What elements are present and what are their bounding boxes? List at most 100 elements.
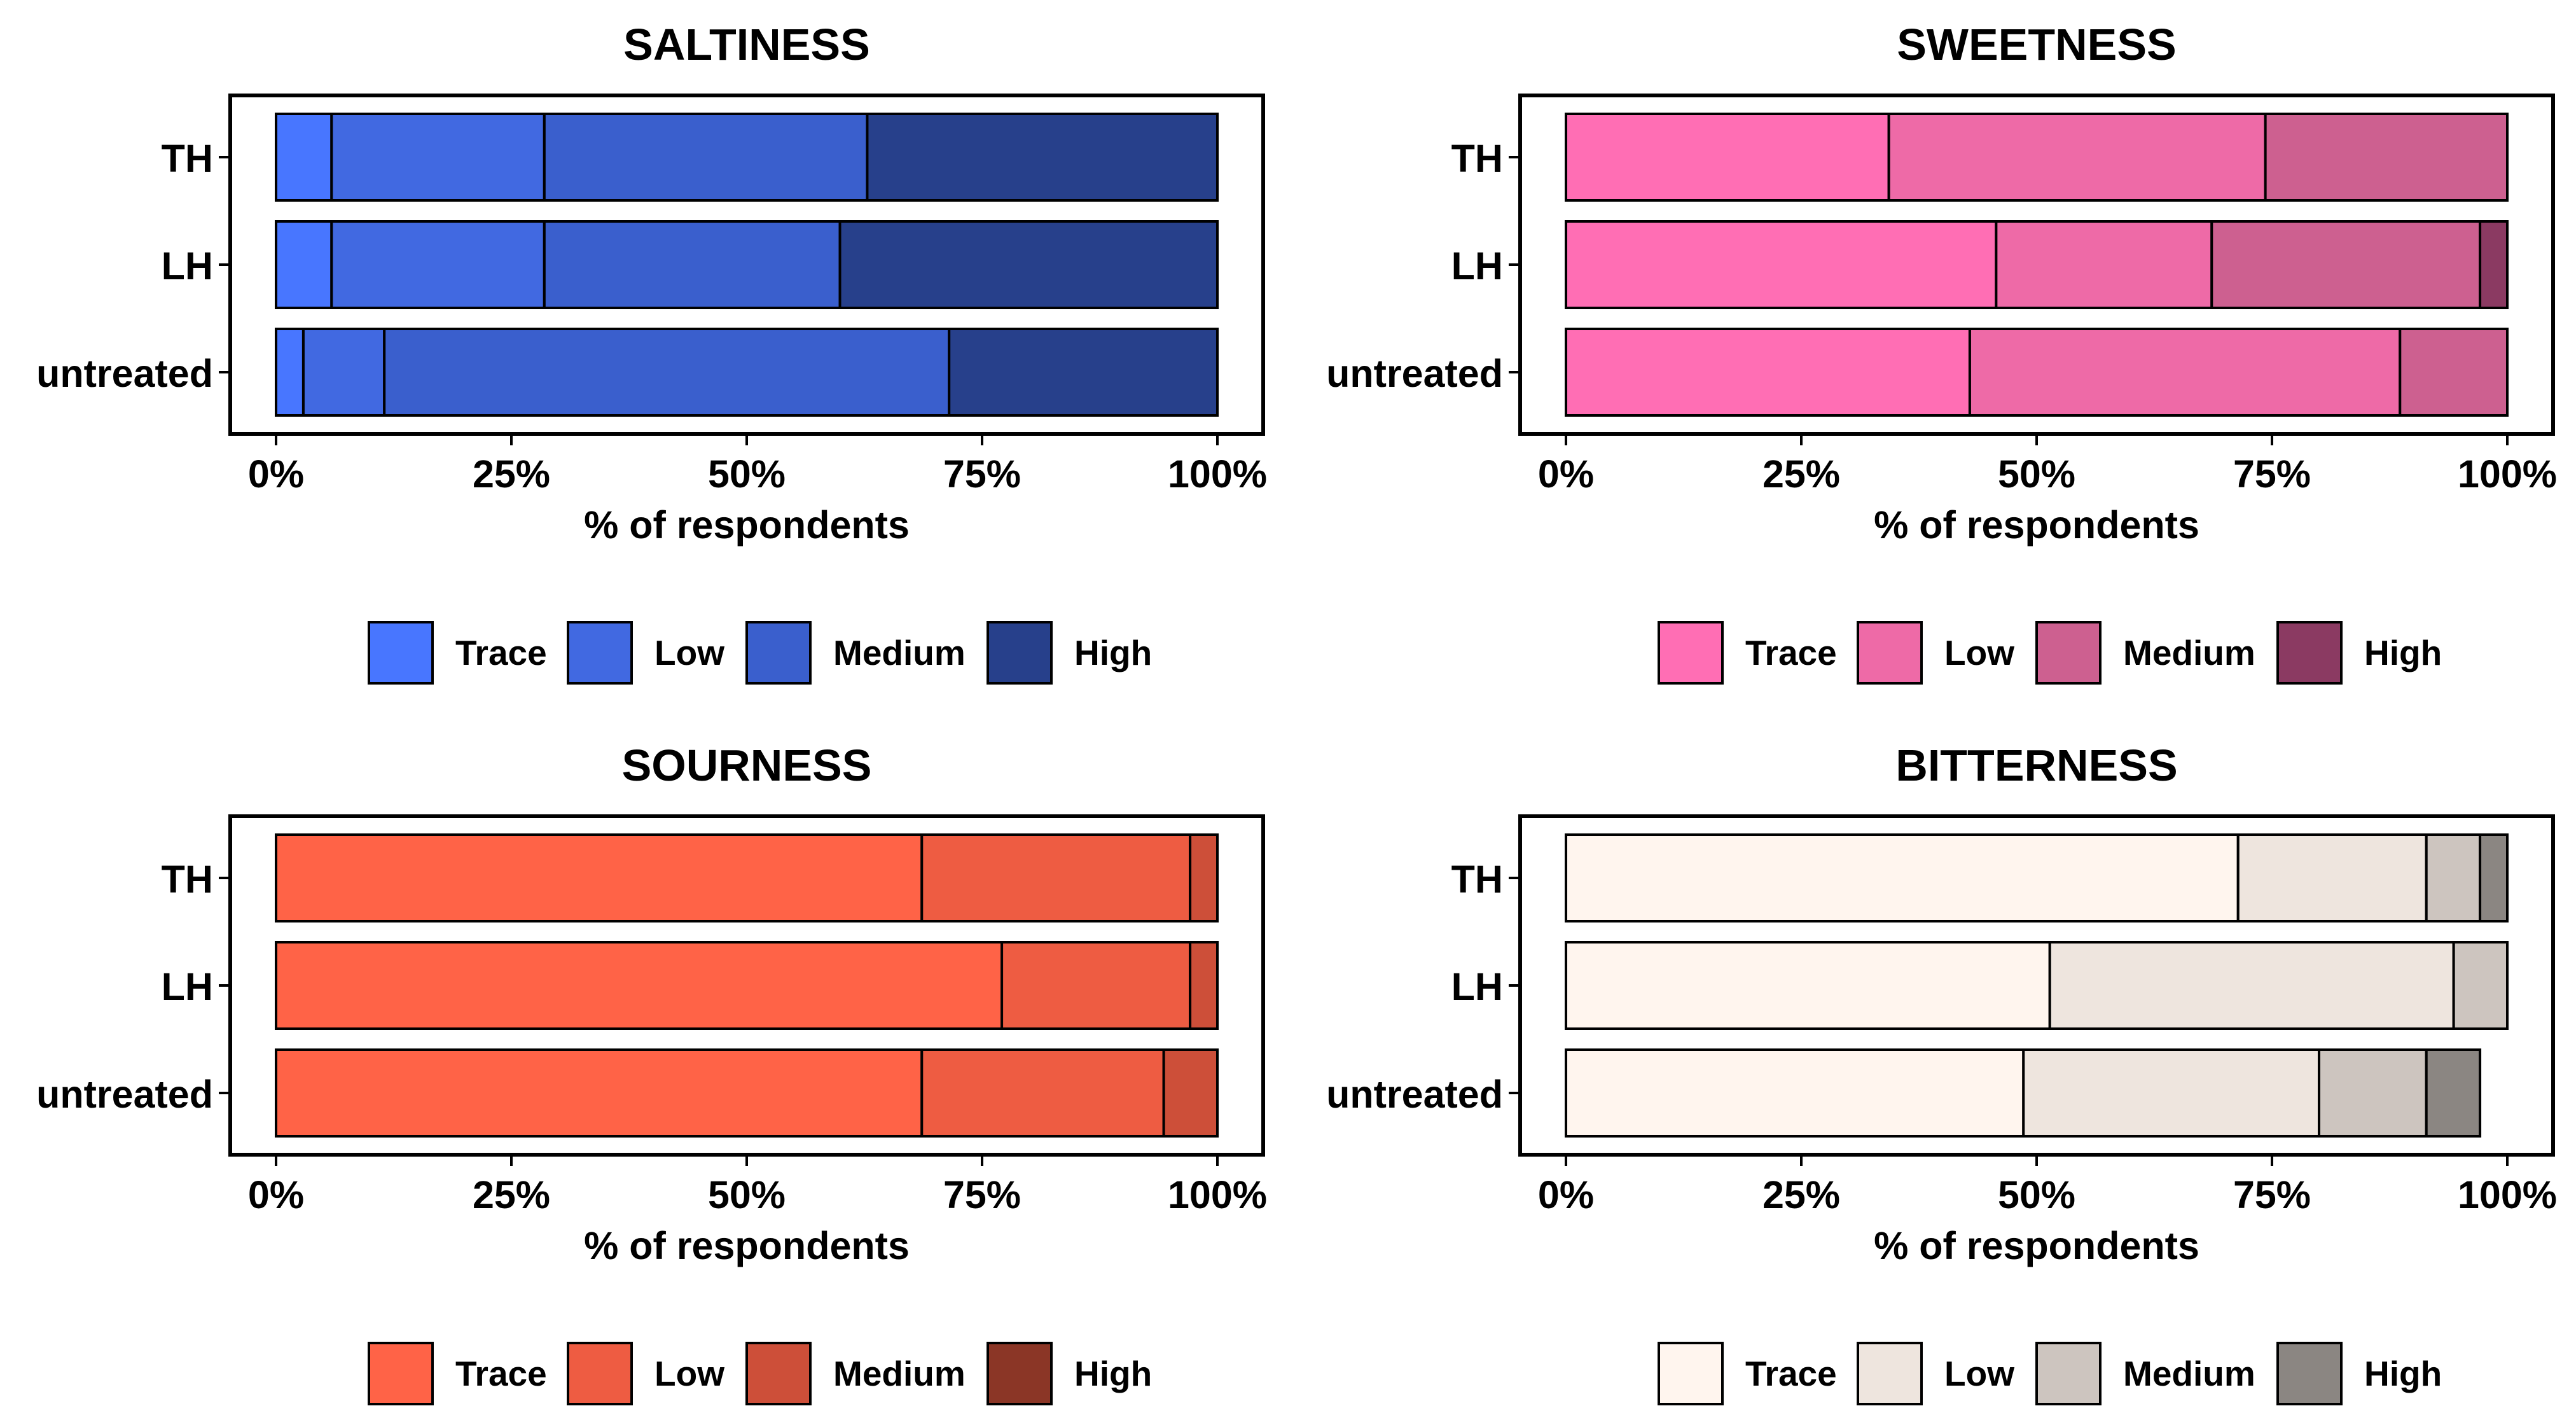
- bar-lh-low: [1001, 941, 1192, 1030]
- legend-swatch-medium: [2035, 621, 2102, 685]
- bar-lh-high: [2479, 220, 2509, 309]
- x-tick-label: 50%: [1998, 1173, 2075, 1216]
- bar-untreated-low: [920, 1048, 1165, 1138]
- bar-untreated-low: [2022, 1048, 2321, 1138]
- legend-swatch-medium: [745, 621, 812, 685]
- bar-untreated-medium: [2399, 328, 2509, 417]
- legend-label-high: High: [2364, 633, 2442, 672]
- legend-swatch-low: [567, 621, 633, 685]
- legend-swatch-high: [2276, 621, 2343, 685]
- legend-label-low: Low: [1944, 633, 2014, 672]
- legend-label-medium: Medium: [833, 1354, 966, 1393]
- chart-panel-sweetness: SWEETNESS TH LH untreated 0% 25% 50% 75% 100% % o…: [1326, 20, 2557, 685]
- y-tick-label: LH: [162, 965, 213, 1008]
- bar-lh-trace: [1565, 941, 2051, 1030]
- bar-lh-trace: [275, 941, 1004, 1030]
- y-tick-label: LH: [1451, 965, 1503, 1008]
- legend-label-trace: Trace: [1745, 633, 1837, 672]
- bar-lh-medium: [1189, 941, 1219, 1030]
- y-tick-label: TH: [162, 137, 213, 180]
- legend-swatch-high: [2276, 1342, 2343, 1405]
- y-tick-label: LH: [162, 244, 213, 288]
- x-tick-label: 25%: [473, 1173, 550, 1216]
- bar-lh-trace: [275, 220, 333, 309]
- chart-title: SOURNESS: [622, 741, 872, 790]
- legend: Trace Low Medium High: [368, 1342, 1152, 1405]
- x-tick-label: 75%: [943, 452, 1021, 496]
- x-axis-label: % of respondents: [584, 503, 910, 546]
- x-tick-label: 25%: [473, 452, 550, 496]
- legend: Trace Low Medium High: [368, 621, 1152, 685]
- legend-label-low: Low: [654, 633, 724, 672]
- legend-label-high: High: [1074, 633, 1152, 672]
- y-tick-label: LH: [1451, 244, 1503, 288]
- y-tick-label: untreated: [36, 352, 213, 395]
- legend-label-medium: Medium: [833, 633, 966, 672]
- bar-untreated-medium: [1162, 1048, 1219, 1138]
- chart-panel-saltiness: SALTINESS TH LH untreated 0% 25% 50% 75% 100% % o…: [36, 20, 1267, 685]
- bar-lh-low: [330, 220, 546, 309]
- bar-untreated-trace: [1565, 328, 1971, 417]
- bar-th-low: [2236, 833, 2428, 922]
- bar-untreated-trace: [275, 328, 305, 417]
- bar-untreated-trace: [275, 1048, 924, 1138]
- x-tick-label: 100%: [2458, 452, 2557, 496]
- bar-th-high: [2479, 833, 2509, 922]
- x-tick-label: 75%: [2233, 1173, 2311, 1216]
- y-tick-label: untreated: [1326, 1073, 1503, 1116]
- legend-label-low: Low: [1944, 1354, 2014, 1393]
- legend-swatch-trace: [368, 621, 434, 685]
- bar-lh-high: [838, 220, 1219, 309]
- x-tick-label: 50%: [708, 452, 786, 496]
- bar-lh-trace: [1565, 220, 1998, 309]
- legend-swatch-high: [987, 621, 1053, 685]
- x-tick-label: 25%: [1762, 1173, 1840, 1216]
- x-tick-label: 50%: [1998, 452, 2075, 496]
- legend-swatch-medium: [2035, 1342, 2102, 1405]
- bar-lh-medium: [2452, 941, 2509, 1030]
- bar-th-trace: [1565, 833, 2240, 922]
- bar-th-medium: [2264, 113, 2509, 202]
- bar-th-low: [1887, 113, 2267, 202]
- legend-label-trace: Trace: [455, 633, 547, 672]
- legend: Trace Low Medium High: [1658, 621, 2442, 685]
- x-tick-label: 25%: [1762, 452, 1840, 496]
- legend-label-trace: Trace: [455, 1354, 547, 1393]
- legend-label-high: High: [1074, 1354, 1152, 1393]
- x-tick-label: 75%: [943, 1173, 1021, 1216]
- x-axis-label: % of respondents: [584, 1224, 910, 1267]
- bar-lh-medium: [2210, 220, 2482, 309]
- bar-lh-low: [1995, 220, 2213, 309]
- legend-swatch-medium: [745, 1342, 812, 1405]
- bar-untreated-low: [1968, 328, 2402, 417]
- bar-untreated-medium: [383, 328, 951, 417]
- legend-swatch-low: [1857, 621, 1923, 685]
- bar-th-trace: [1565, 113, 1890, 202]
- x-tick-label: 100%: [1168, 1173, 1267, 1216]
- y-tick-label: TH: [1451, 858, 1503, 901]
- bar-th-low: [330, 113, 546, 202]
- bar-th-high: [866, 113, 1219, 202]
- chart-title: SWEETNESS: [1897, 20, 2177, 69]
- bar-untreated-trace: [1565, 1048, 2025, 1138]
- y-tick-label: TH: [162, 858, 213, 901]
- legend-label-trace: Trace: [1745, 1354, 1837, 1393]
- x-tick-label: 0%: [248, 1173, 304, 1216]
- y-tick-label: untreated: [1326, 352, 1503, 395]
- bar-lh-low: [2048, 941, 2455, 1030]
- bar-untreated-high: [948, 328, 1219, 417]
- legend-swatch-low: [567, 1342, 633, 1405]
- x-tick-label: 0%: [1538, 1173, 1594, 1216]
- y-tick-label: TH: [1451, 137, 1503, 180]
- legend-swatch-high: [987, 1342, 1053, 1405]
- x-tick-label: 75%: [2233, 452, 2311, 496]
- x-axis-label: % of respondents: [1874, 1224, 2199, 1267]
- bar-untreated-low: [301, 328, 386, 417]
- legend-label-medium: Medium: [2123, 633, 2255, 672]
- chart-title: BITTERNESS: [1895, 741, 2177, 790]
- chart-panel-sourness: SOURNESS TH LH untreated 0% 25% 50% 75% 100% % of…: [36, 741, 1267, 1405]
- bar-th-low: [920, 833, 1192, 922]
- legend-swatch-trace: [368, 1342, 434, 1405]
- bar-th-medium: [543, 113, 869, 202]
